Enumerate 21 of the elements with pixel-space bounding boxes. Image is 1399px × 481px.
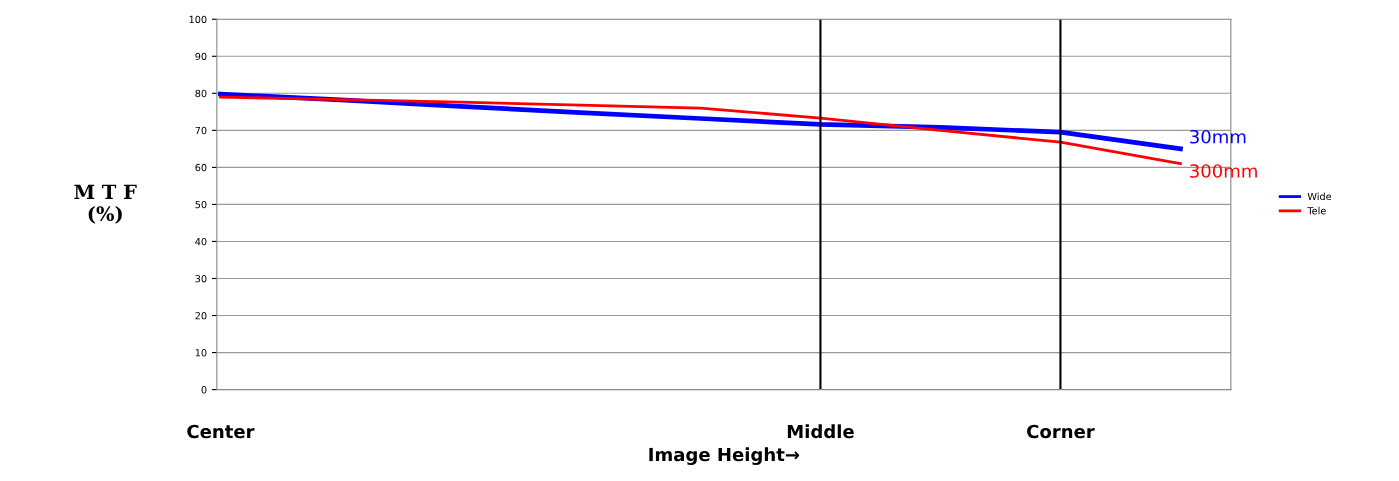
y-tick-label: 10 xyxy=(195,349,207,357)
y-tick-label: 30 xyxy=(195,274,207,283)
legend-label: Wide xyxy=(1307,192,1332,201)
annotation: 300mm xyxy=(1190,164,1257,178)
annotation: 30mm xyxy=(1190,129,1246,144)
y-tick-label: 40 xyxy=(195,237,207,246)
x-tick-label: Corner xyxy=(1027,424,1095,439)
x-axis-title: Image Height→ xyxy=(649,447,800,465)
y-tick-label: 60 xyxy=(195,163,207,172)
y-axis-title: M T F (%) xyxy=(74,184,137,224)
x-tick-label: Center xyxy=(187,424,255,439)
legend-label: Tele xyxy=(1307,206,1326,215)
y-tick-label: 100 xyxy=(189,15,207,24)
x-tick-label: Middle xyxy=(787,424,854,439)
y-tick-label: 90 xyxy=(195,52,207,61)
y-tick-label: 20 xyxy=(195,312,207,320)
line-series xyxy=(219,95,1182,166)
y-tick-label: 70 xyxy=(195,126,207,135)
y-tick-label: 80 xyxy=(195,89,207,98)
y-tick-label: 50 xyxy=(195,200,207,209)
y-tick-label: 0 xyxy=(201,386,207,394)
